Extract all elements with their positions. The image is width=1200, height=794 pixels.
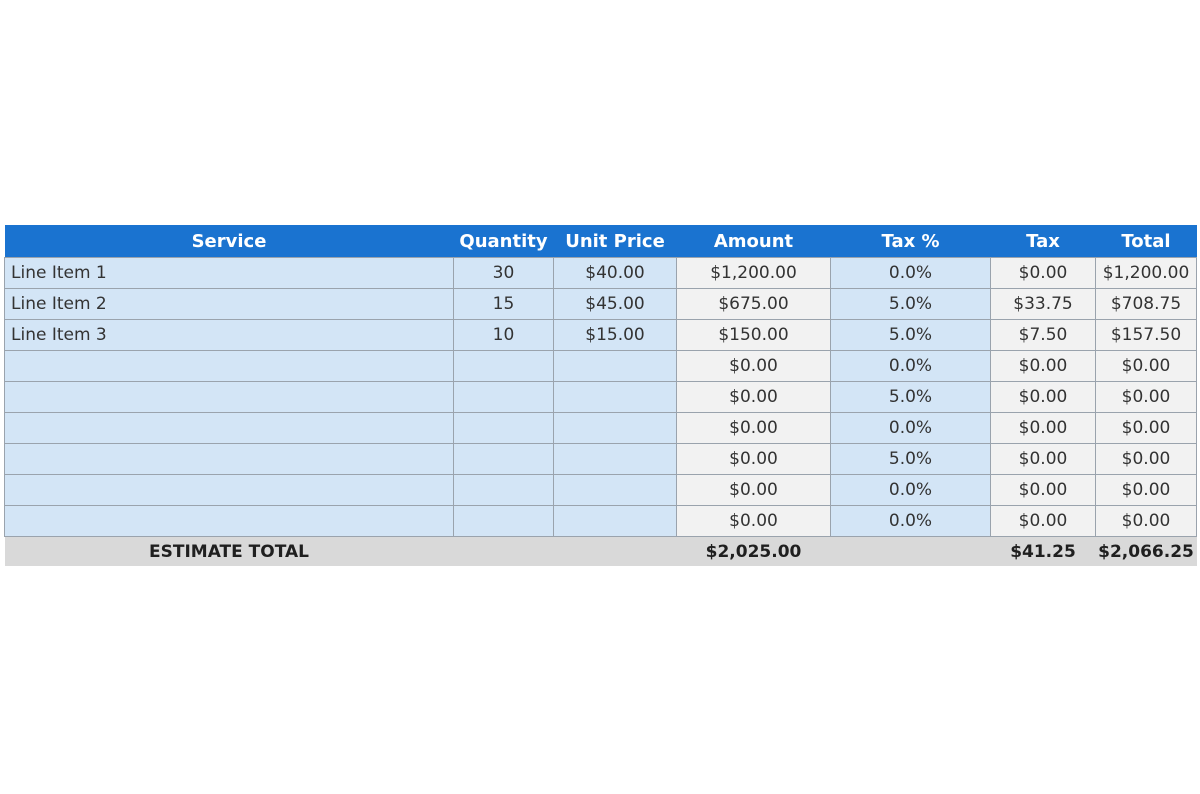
total-cell: $0.00 — [1095, 381, 1197, 413]
header-row: Service Quantity Unit Price Amount Tax %… — [4, 225, 1197, 258]
service-cell[interactable] — [4, 350, 454, 382]
estimate-total-amount: $2,025.00 — [676, 536, 831, 566]
amount-cell: $150.00 — [676, 319, 831, 351]
amount-cell: $675.00 — [676, 288, 831, 320]
total-cell: $708.75 — [1095, 288, 1197, 320]
tax-percent-cell[interactable]: 0.0% — [830, 474, 991, 506]
service-cell[interactable]: Line Item 3 — [4, 319, 454, 351]
tax-cell: $0.00 — [990, 350, 1096, 382]
header-quantity: Quantity — [453, 225, 554, 258]
total-cell: $0.00 — [1095, 412, 1197, 444]
table-row: $0.00 0.0% $0.00 $0.00 — [4, 350, 1197, 382]
header-service: Service — [4, 225, 454, 258]
unit-price-cell[interactable] — [553, 443, 677, 475]
tax-cell: $0.00 — [990, 412, 1096, 444]
unit-price-cell[interactable] — [553, 412, 677, 444]
tax-cell: $0.00 — [990, 381, 1096, 413]
amount-cell: $0.00 — [676, 443, 831, 475]
header-unit-price: Unit Price — [553, 225, 677, 258]
table-row: Line Item 1 30 $40.00 $1,200.00 0.0% $0.… — [4, 257, 1197, 289]
table-row: $0.00 0.0% $0.00 $0.00 — [4, 474, 1197, 506]
quantity-cell[interactable]: 30 — [453, 257, 554, 289]
quantity-cell[interactable] — [453, 412, 554, 444]
table-row: Line Item 2 15 $45.00 $675.00 5.0% $33.7… — [4, 288, 1197, 320]
service-cell[interactable] — [4, 505, 454, 537]
quantity-cell[interactable] — [453, 381, 554, 413]
tax-percent-cell[interactable]: 0.0% — [830, 350, 991, 382]
estimate-total-tax: $41.25 — [990, 536, 1096, 566]
unit-price-cell[interactable] — [553, 350, 677, 382]
table-row: $0.00 5.0% $0.00 $0.00 — [4, 381, 1197, 413]
footer-empty-unit-price — [553, 536, 677, 566]
total-cell: $0.00 — [1095, 505, 1197, 537]
total-cell: $157.50 — [1095, 319, 1197, 351]
estimate-total-label: ESTIMATE TOTAL — [4, 536, 454, 566]
unit-price-cell[interactable] — [553, 474, 677, 506]
quantity-cell[interactable] — [453, 474, 554, 506]
footer-empty-tax-percent — [830, 536, 991, 566]
quantity-cell[interactable]: 10 — [453, 319, 554, 351]
tax-cell: $0.00 — [990, 505, 1096, 537]
table-row: Line Item 3 10 $15.00 $150.00 5.0% $7.50… — [4, 319, 1197, 351]
tax-percent-cell[interactable]: 5.0% — [830, 288, 991, 320]
amount-cell: $0.00 — [676, 412, 831, 444]
tax-cell: $33.75 — [990, 288, 1096, 320]
footer-empty-quantity — [453, 536, 554, 566]
tax-percent-cell[interactable]: 0.0% — [830, 412, 991, 444]
total-cell: $0.00 — [1095, 443, 1197, 475]
tax-cell: $0.00 — [990, 443, 1096, 475]
estimate-grand-total: $2,066.25 — [1095, 536, 1197, 566]
amount-cell: $0.00 — [676, 474, 831, 506]
header-tax: Tax — [990, 225, 1096, 258]
quantity-cell[interactable] — [453, 505, 554, 537]
service-cell[interactable] — [4, 381, 454, 413]
amount-cell: $0.00 — [676, 381, 831, 413]
table-row: $0.00 0.0% $0.00 $0.00 — [4, 505, 1197, 537]
tax-cell: $0.00 — [990, 474, 1096, 506]
header-total: Total — [1095, 225, 1197, 258]
table-row: $0.00 0.0% $0.00 $0.00 — [4, 412, 1197, 444]
estimate-total-row: ESTIMATE TOTAL $2,025.00 $41.25 $2,066.2… — [4, 536, 1197, 566]
unit-price-cell[interactable] — [553, 381, 677, 413]
tax-cell: $0.00 — [990, 257, 1096, 289]
amount-cell: $0.00 — [676, 350, 831, 382]
tax-percent-cell[interactable]: 0.0% — [830, 505, 991, 537]
total-cell: $0.00 — [1095, 474, 1197, 506]
service-cell[interactable]: Line Item 2 — [4, 288, 454, 320]
service-cell[interactable] — [4, 474, 454, 506]
unit-price-cell[interactable]: $15.00 — [553, 319, 677, 351]
amount-cell: $0.00 — [676, 505, 831, 537]
amount-cell: $1,200.00 — [676, 257, 831, 289]
tax-percent-cell[interactable]: 0.0% — [830, 257, 991, 289]
header-tax-percent: Tax % — [830, 225, 991, 258]
unit-price-cell[interactable]: $45.00 — [553, 288, 677, 320]
unit-price-cell[interactable]: $40.00 — [553, 257, 677, 289]
total-cell: $1,200.00 — [1095, 257, 1197, 289]
quantity-cell[interactable] — [453, 443, 554, 475]
tax-percent-cell[interactable]: 5.0% — [830, 381, 991, 413]
tax-cell: $7.50 — [990, 319, 1096, 351]
total-cell: $0.00 — [1095, 350, 1197, 382]
quantity-cell[interactable] — [453, 350, 554, 382]
table-row: $0.00 5.0% $0.00 $0.00 — [4, 443, 1197, 475]
tax-percent-cell[interactable]: 5.0% — [830, 319, 991, 351]
quantity-cell[interactable]: 15 — [453, 288, 554, 320]
service-cell[interactable]: Line Item 1 — [4, 257, 454, 289]
estimate-table: Service Quantity Unit Price Amount Tax %… — [4, 225, 1197, 566]
service-cell[interactable] — [4, 443, 454, 475]
unit-price-cell[interactable] — [553, 505, 677, 537]
header-amount: Amount — [676, 225, 831, 258]
tax-percent-cell[interactable]: 5.0% — [830, 443, 991, 475]
service-cell[interactable] — [4, 412, 454, 444]
